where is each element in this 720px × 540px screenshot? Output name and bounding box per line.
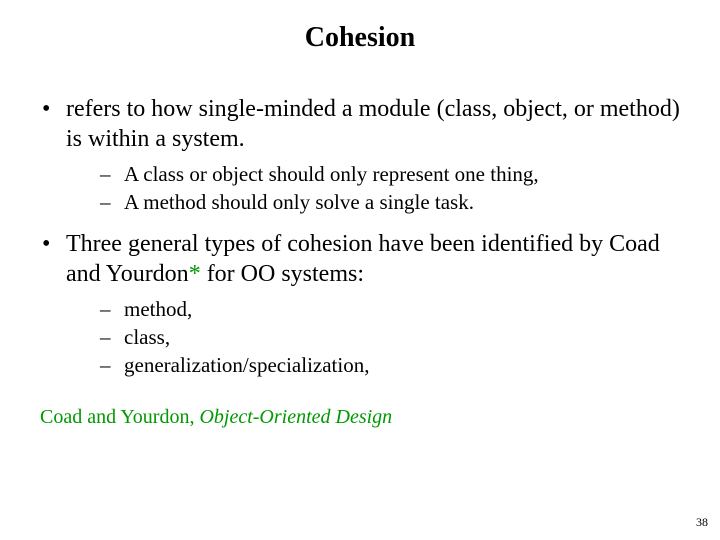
bullet-list-level1: refers to how single-minded a module (cl…: [30, 94, 690, 380]
bullet-2-text-post: for OO systems:: [201, 261, 364, 287]
bullet-2-sub-2: class,: [100, 323, 690, 351]
bullet-2-sub-1: method,: [100, 295, 690, 323]
bullet-item-2: Three general types of cohesion have bee…: [36, 229, 690, 380]
slide: Cohesion refers to how single-minded a m…: [0, 0, 720, 540]
bullet-2-sub-3: generalization/specialization,: [100, 351, 690, 379]
footnote-italic: Object-Oriented Design: [199, 406, 392, 428]
asterisk-icon: *: [189, 261, 201, 287]
bullet-2-sublist: method, class, generalization/specializa…: [66, 295, 690, 380]
bullet-1-sub-1: A class or object should only represent …: [100, 160, 690, 188]
footnote: Coad and Yourdon, Object-Oriented Design: [30, 406, 690, 429]
bullet-1-sublist: A class or object should only represent …: [66, 160, 690, 217]
footnote-prefix: Coad and Yourdon,: [40, 406, 199, 428]
bullet-item-1: refers to how single-minded a module (cl…: [36, 94, 690, 217]
page-number: 38: [696, 515, 708, 530]
slide-title: Cohesion: [30, 22, 690, 54]
bullet-1-text: refers to how single-minded a module (cl…: [66, 96, 680, 152]
bullet-1-sub-2: A method should only solve a single task…: [100, 188, 690, 216]
